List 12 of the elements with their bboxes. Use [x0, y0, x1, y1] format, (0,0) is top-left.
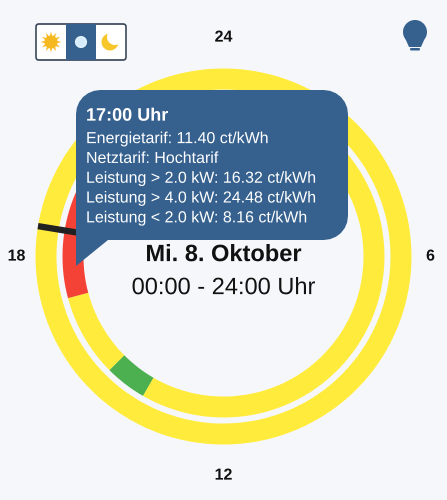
- text: 00:00 - 24:00 Uhr: [132, 276, 315, 294]
- text: Leistung < 2.0 kW: 8.16 ct/kWh: [87, 210, 306, 226]
- text: 17:00 Uhr: [87, 108, 168, 121]
- text: 6: [426, 249, 434, 261]
- text: 18: [8, 249, 25, 261]
- text: 12: [216, 468, 232, 480]
- text: Energietarif: 11.40 ct/kWh: [87, 132, 268, 146]
- text: 24: [215, 30, 232, 42]
- text: Leistung > 2.0 kW: 16.32 ct/kWh: [87, 171, 316, 186]
- text: Leistung > 4.0 kW: 24.48 ct/kWh: [87, 190, 316, 206]
- text: Mi. 8. Oktober: [147, 244, 302, 262]
- text: Netztarif: Hochtarif: [87, 151, 218, 164]
